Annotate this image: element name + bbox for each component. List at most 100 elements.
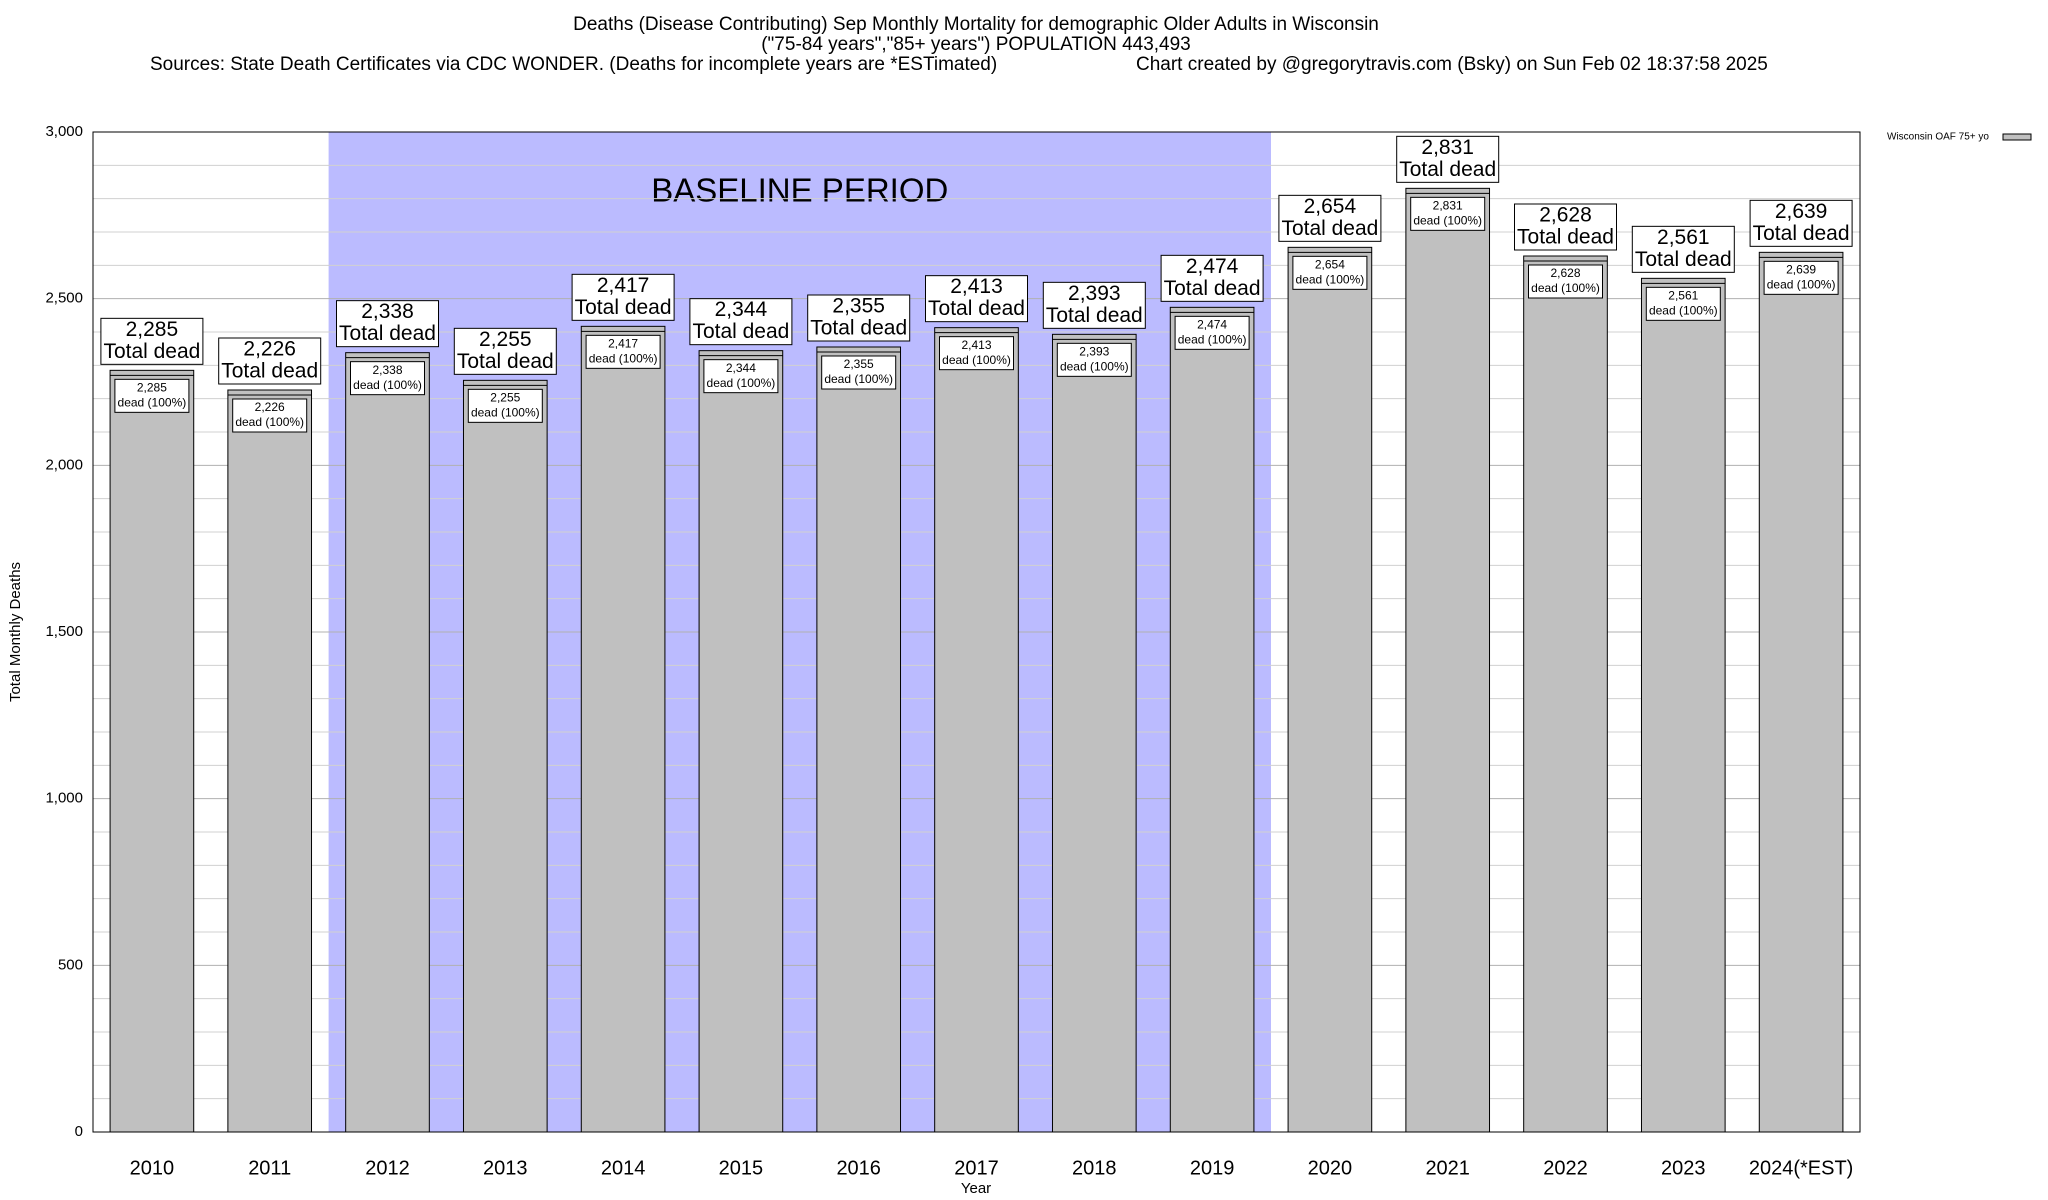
x-tick-label: 2010 <box>130 1157 175 1179</box>
total-text-label: Total dead <box>810 317 907 340</box>
inner-value-label: 2,413 <box>961 338 991 352</box>
total-text-label: Total dead <box>1399 158 1496 181</box>
bar <box>698 350 784 1133</box>
legend-label: Wisconsin OAF 75+ yo <box>1887 132 1989 143</box>
x-tick-label: 2024(*EST) <box>1749 1157 1854 1179</box>
inner-value-label: 2,255 <box>490 391 520 405</box>
inner-value-label: 2,654 <box>1315 258 1345 272</box>
total-text-label: Total dead <box>575 296 672 319</box>
bar <box>1523 255 1608 1133</box>
total-value-label: 2,639 <box>1775 200 1828 223</box>
inner-share-label: dead (100%) <box>235 415 304 429</box>
inner-value-label: 2,831 <box>1433 199 1463 213</box>
total-text-label: Total dead <box>928 297 1025 320</box>
total-value-label: 2,413 <box>950 275 1003 298</box>
total-text-label: Total dead <box>1635 248 1732 271</box>
total-label-box <box>1278 194 1382 242</box>
legend-swatch <box>2002 133 2032 141</box>
x-axis-label: Year <box>961 1180 991 1197</box>
y-tick-label: 2,000 <box>45 456 83 473</box>
inner-label-box <box>1056 342 1132 377</box>
inner-label-box <box>1763 260 1839 295</box>
plot-frame <box>92 131 1861 1133</box>
inner-value-label: 2,226 <box>255 400 285 414</box>
inner-value-label: 2,344 <box>726 361 756 375</box>
total-label-box <box>100 317 204 365</box>
inner-label-box <box>1645 286 1721 321</box>
total-value-label: 2,338 <box>361 300 414 323</box>
bar <box>227 389 313 1133</box>
total-label-box <box>336 300 439 348</box>
bar <box>934 327 1019 1133</box>
baseline-label: BASELINE PERIOD <box>651 172 948 209</box>
total-text-label: Total dead <box>1164 277 1261 300</box>
bar <box>462 379 548 1133</box>
total-label-box <box>1160 254 1264 302</box>
total-label-box <box>1514 203 1617 251</box>
inner-label-box <box>114 378 190 413</box>
inner-label-box <box>232 398 308 433</box>
total-value-label: 2,561 <box>1657 226 1710 249</box>
x-tick-label: 2020 <box>1308 1157 1353 1179</box>
total-value-label: 2,255 <box>479 328 532 351</box>
total-value-label: 2,344 <box>715 298 768 321</box>
inner-share-label: dead (100%) <box>824 372 893 386</box>
inner-value-label: 2,338 <box>372 363 402 377</box>
total-label-box <box>1631 225 1735 273</box>
bar <box>1405 187 1491 1133</box>
x-tick-label: 2017 <box>954 1157 999 1179</box>
total-value-label: 2,285 <box>126 318 179 341</box>
bar <box>816 346 902 1133</box>
x-tick-label: 2023 <box>1661 1157 1706 1179</box>
inner-share-label: dead (100%) <box>707 376 776 390</box>
inner-label-box <box>350 361 425 396</box>
inner-share-label: dead (100%) <box>942 353 1011 367</box>
bar <box>580 325 666 1133</box>
y-axis-label: Total Monthly Deaths <box>7 562 24 702</box>
inner-label-box <box>1174 315 1250 350</box>
total-value-label: 2,654 <box>1304 195 1357 218</box>
y-tick-label: 500 <box>58 956 83 973</box>
total-label-box <box>1042 281 1146 329</box>
inner-share-label: dead (100%) <box>589 352 658 366</box>
total-value-label: 2,355 <box>832 295 885 318</box>
inner-value-label: 2,628 <box>1550 266 1580 280</box>
inner-share-label: dead (100%) <box>1649 304 1718 318</box>
x-tick-label: 2012 <box>365 1157 410 1179</box>
inner-label-box <box>467 388 543 423</box>
total-text-label: Total dead <box>692 320 789 343</box>
inner-share-label: dead (100%) <box>1413 214 1482 228</box>
total-text-label: Total dead <box>221 360 318 383</box>
y-tick-label: 1,000 <box>45 790 83 807</box>
inner-value-label: 2,639 <box>1786 263 1816 277</box>
y-tick-label: 1,500 <box>45 623 83 640</box>
inner-share-label: dead (100%) <box>1296 273 1365 287</box>
inner-label-box <box>939 336 1014 371</box>
inner-value-label: 2,474 <box>1197 318 1227 332</box>
total-text-label: Total dead <box>103 340 200 363</box>
bar <box>1169 306 1255 1133</box>
total-value-label: 2,417 <box>597 274 650 297</box>
inner-value-label: 2,561 <box>1668 289 1698 303</box>
inner-share-label: dead (100%) <box>1767 278 1836 292</box>
inner-value-label: 2,417 <box>608 337 638 351</box>
credit-note: Chart created by @gregorytravis.com (Bsk… <box>1136 54 1768 75</box>
inner-value-label: 2,285 <box>137 381 167 395</box>
total-label-box <box>689 298 793 346</box>
total-value-label: 2,628 <box>1539 204 1592 227</box>
inner-label-box <box>821 355 897 390</box>
total-text-label: Total dead <box>457 350 554 373</box>
total-text-label: Total dead <box>1753 222 1850 245</box>
bar <box>1758 251 1844 1133</box>
total-label-box <box>453 327 557 375</box>
inner-value-label: 2,393 <box>1079 345 1109 359</box>
inner-label-box <box>1292 255 1368 290</box>
x-tick-label: 2021 <box>1425 1157 1470 1179</box>
x-tick-label: 2019 <box>1190 1157 1235 1179</box>
total-value-label: 2,226 <box>243 338 296 361</box>
total-label-box <box>1749 199 1853 247</box>
inner-share-label: dead (100%) <box>1178 333 1247 347</box>
total-text-label: Total dead <box>1046 304 1143 327</box>
bar <box>1640 277 1726 1133</box>
